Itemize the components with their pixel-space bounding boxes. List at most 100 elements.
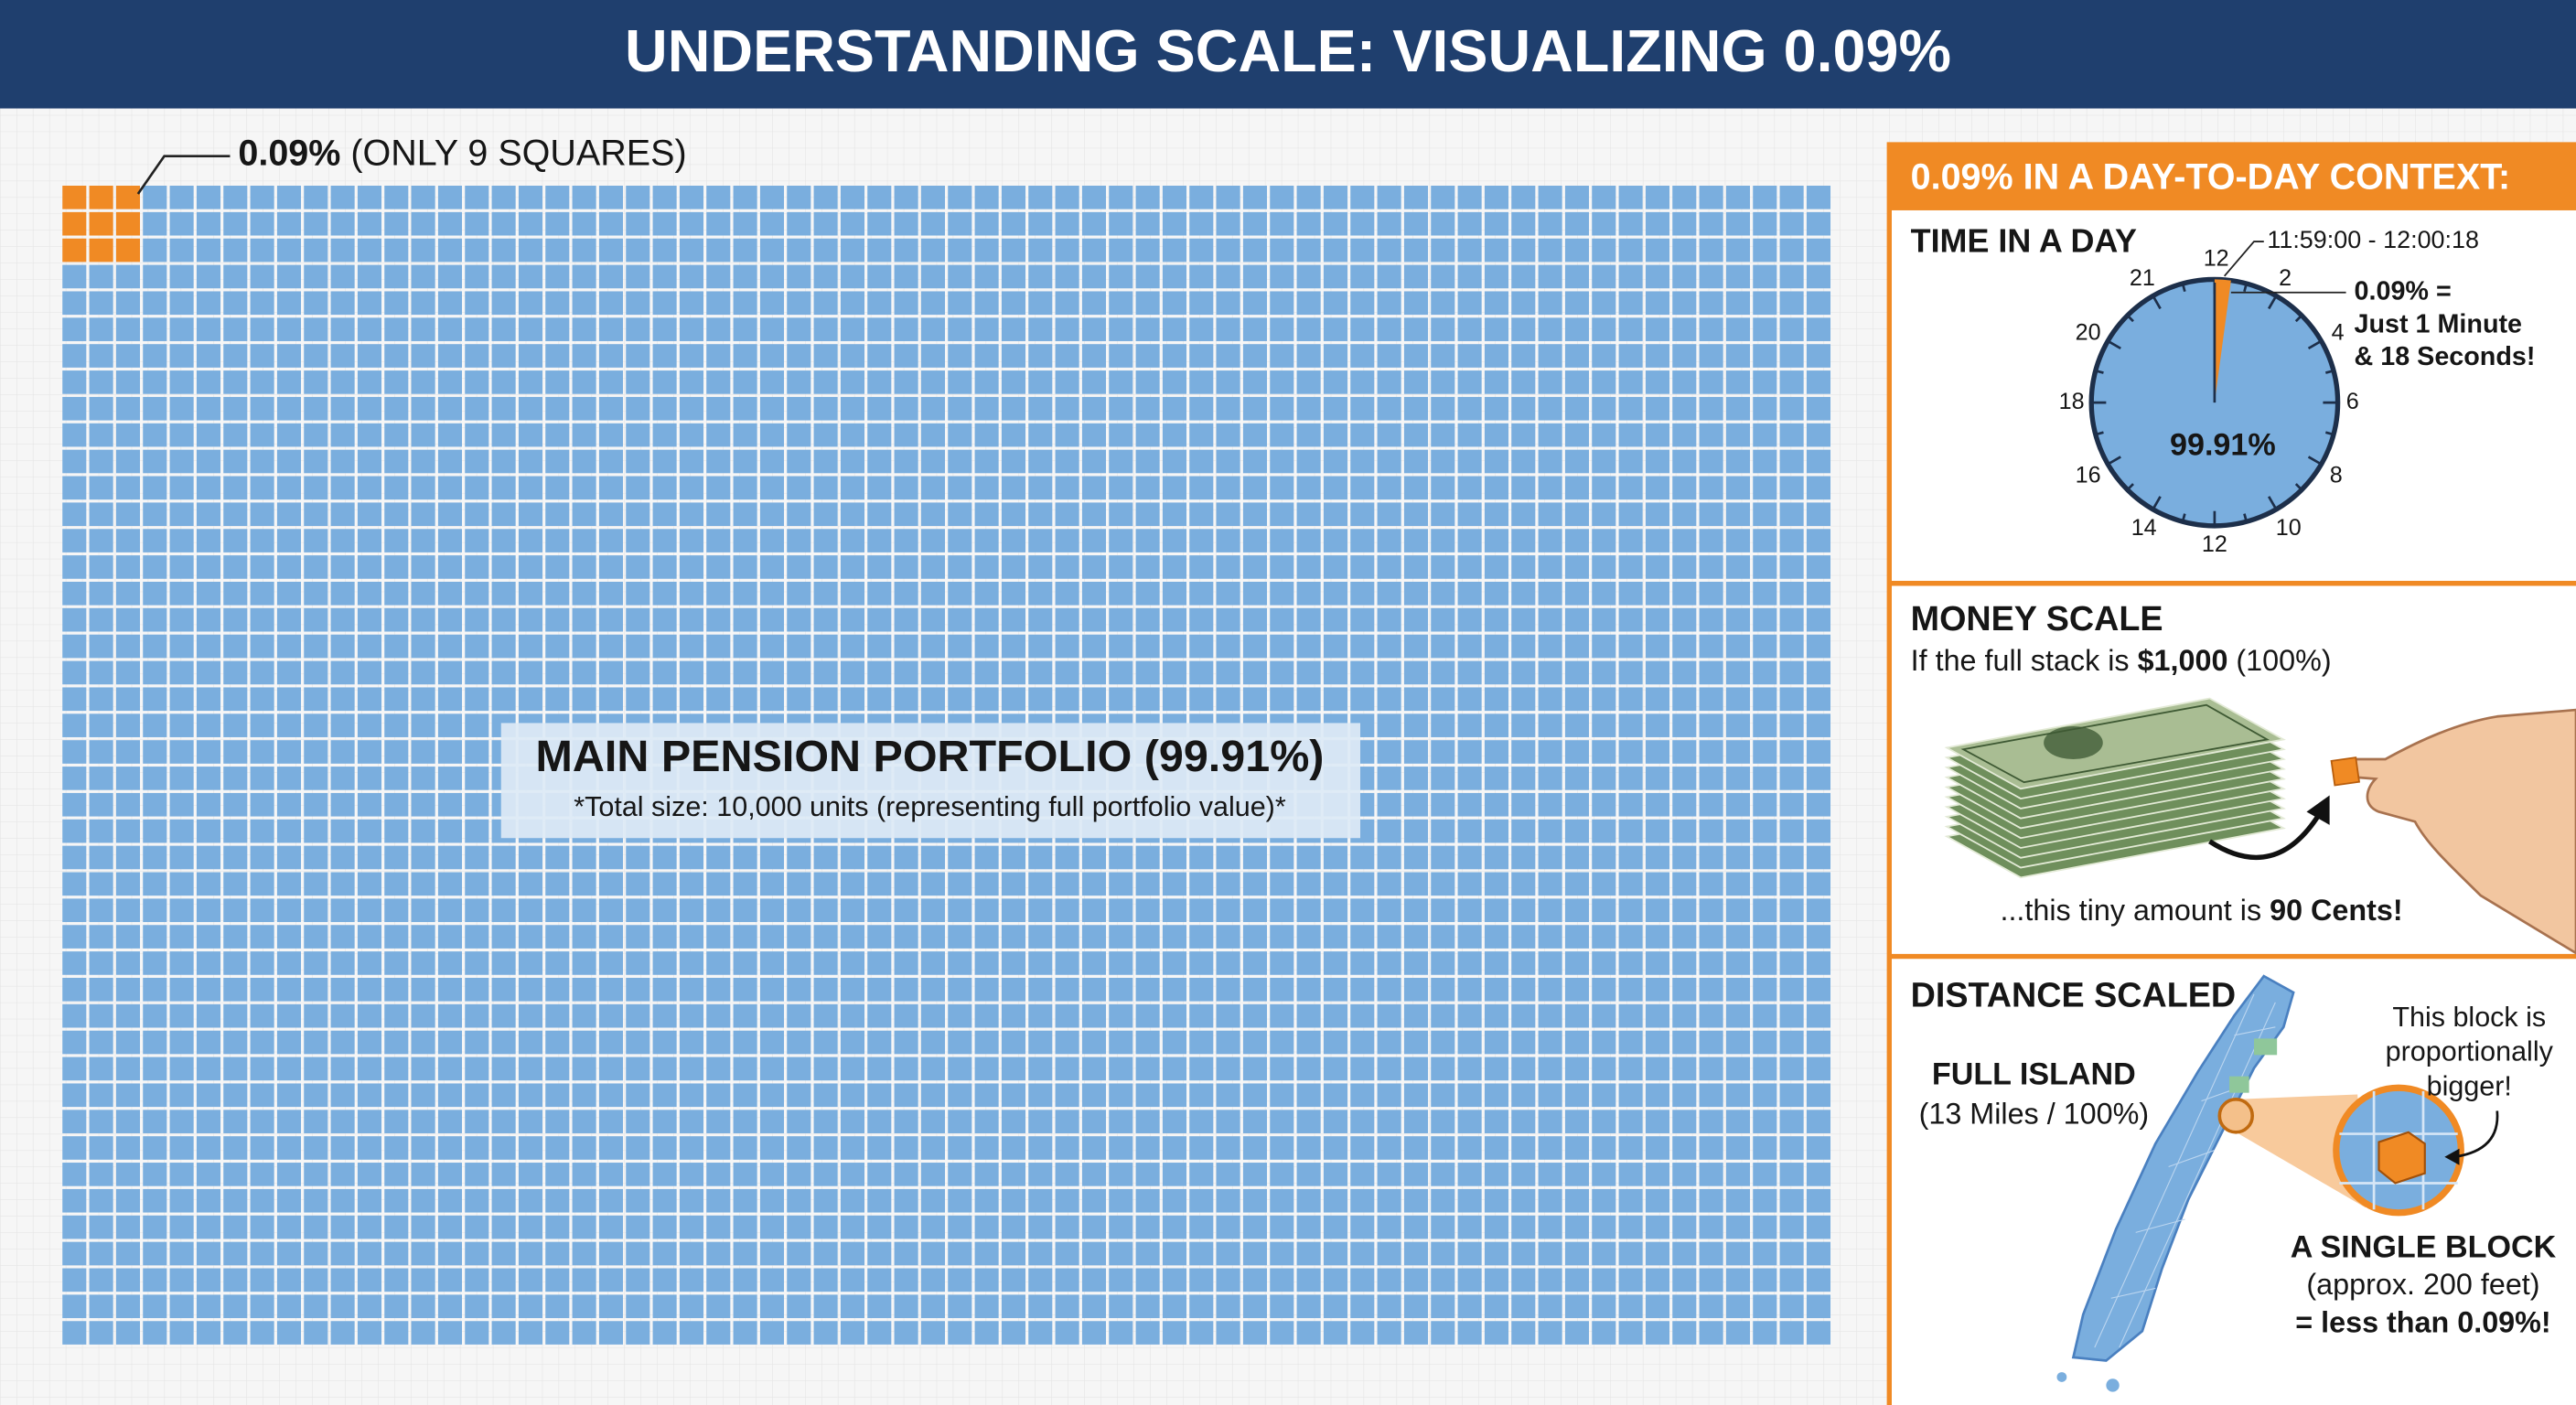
square: [1189, 529, 1214, 552]
square: [1162, 845, 1187, 870]
square: [1216, 1241, 1240, 1266]
square: [89, 634, 113, 659]
square: [572, 898, 596, 923]
square: [276, 1110, 302, 1133]
square: [276, 186, 302, 209]
square: [1753, 951, 1777, 975]
square: [948, 291, 972, 316]
square: [1296, 529, 1321, 552]
square: [1618, 845, 1643, 870]
square: [1242, 607, 1268, 632]
square: [1645, 555, 1670, 579]
square: [787, 872, 811, 896]
square: [1779, 898, 1804, 923]
square: [545, 581, 570, 606]
square: [1270, 1083, 1294, 1108]
square: [62, 1268, 87, 1292]
bill: [1944, 697, 2286, 790]
square: [948, 1003, 972, 1028]
square: [1189, 291, 1214, 316]
square: [1189, 449, 1214, 474]
square: [1403, 687, 1429, 712]
square: [1564, 291, 1590, 316]
square: [894, 449, 918, 474]
square: [357, 581, 382, 606]
square: [1431, 607, 1455, 632]
square: [1109, 264, 1133, 289]
square: [679, 476, 704, 500]
square: [384, 660, 409, 685]
square: [250, 660, 274, 685]
square: [1645, 581, 1670, 606]
square: [1055, 1215, 1079, 1239]
square: [115, 1321, 141, 1345]
square: [652, 581, 677, 606]
square: [1296, 502, 1321, 527]
square: [223, 1188, 248, 1213]
square: [572, 238, 596, 263]
square: [1779, 1136, 1804, 1160]
square: [1377, 1110, 1401, 1133]
square: [1081, 1003, 1107, 1028]
square: [62, 1136, 87, 1160]
square: [1753, 291, 1777, 316]
square: [1645, 1003, 1670, 1028]
square: [437, 449, 463, 474]
highlight-square: [115, 186, 141, 209]
square: [1135, 370, 1160, 394]
square: [733, 344, 757, 368]
square: [1323, 344, 1348, 368]
square: [787, 291, 811, 316]
square: [1672, 1321, 1697, 1345]
square: [1779, 502, 1804, 527]
square: [304, 767, 328, 790]
square: [733, 211, 757, 236]
square: [1162, 238, 1187, 263]
square: [465, 1188, 489, 1213]
square: [1135, 1110, 1160, 1133]
square: [1216, 925, 1240, 949]
square: [491, 396, 516, 421]
square: [465, 264, 489, 289]
square: [115, 1268, 141, 1292]
square: [1081, 1083, 1107, 1108]
square: [304, 1056, 328, 1081]
square: [813, 898, 838, 923]
square: [196, 713, 221, 737]
square: [840, 396, 865, 421]
square: [1806, 396, 1831, 421]
square: [787, 186, 811, 209]
square: [572, 344, 596, 368]
square: [1270, 845, 1294, 870]
square: [787, 1003, 811, 1028]
square: [1403, 1241, 1429, 1266]
square: [652, 1136, 677, 1160]
square: [626, 607, 650, 632]
square: [1055, 1241, 1079, 1266]
square: [1055, 555, 1079, 579]
square: [250, 529, 274, 552]
square: [276, 581, 302, 606]
square: [518, 449, 543, 474]
square: [1538, 819, 1562, 843]
square: [1699, 687, 1723, 712]
square: [813, 872, 838, 896]
square: [250, 1056, 274, 1081]
square: [1431, 581, 1455, 606]
square: [143, 767, 167, 790]
square: [1725, 1163, 1751, 1186]
square: [1323, 423, 1348, 447]
square: [357, 687, 382, 712]
square: [411, 1136, 435, 1160]
square: [1162, 1241, 1187, 1266]
square: [1323, 634, 1348, 659]
square: [169, 740, 194, 764]
square: [572, 978, 596, 1002]
square: [1028, 317, 1053, 341]
square: [250, 555, 274, 579]
square: [62, 317, 87, 341]
square: [491, 634, 516, 659]
square: [1592, 581, 1616, 606]
square: [759, 211, 785, 236]
square: [1806, 898, 1831, 923]
